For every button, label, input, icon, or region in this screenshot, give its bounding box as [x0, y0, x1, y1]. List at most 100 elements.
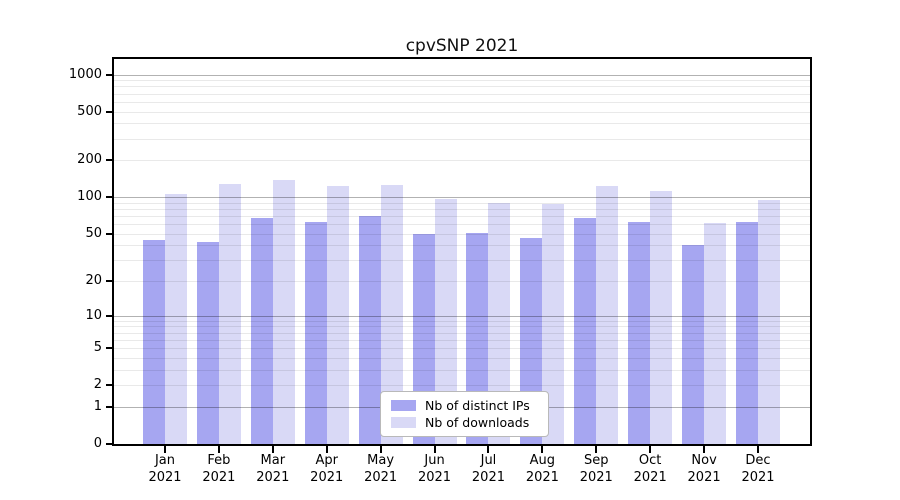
bar-downloads-may: [380, 185, 403, 444]
gridline-major: [114, 316, 810, 317]
bar-downloads-mar: [272, 180, 295, 444]
gridline-minor: [114, 370, 810, 371]
x-tick-label-jun: Jun 2021: [417, 453, 452, 485]
y-tick-mark: [106, 314, 114, 317]
x-tick-label-oct: Oct 2021: [633, 453, 667, 485]
y-tick-mark: [106, 405, 114, 408]
gridline-major: [114, 197, 810, 198]
gridline-minor: [114, 340, 810, 341]
x-tick-mark: [541, 446, 544, 453]
x-tick-mark: [271, 446, 274, 453]
legend-swatch-distinct-ips: [391, 399, 416, 411]
legend-label-distinct-ips: Nb of distinct IPs: [425, 397, 530, 413]
x-tick-label-apr: Apr 2021: [310, 453, 344, 485]
x-tick-label-may: May 2021: [364, 453, 398, 485]
gridline-minor: [114, 260, 810, 261]
y-tick-label-0: 0: [93, 436, 102, 451]
gridline-minor: [114, 385, 810, 386]
gridline-minor: [114, 358, 810, 359]
x-tick-mark: [379, 446, 382, 453]
plot-area: [114, 59, 810, 444]
gridline-minor: [114, 321, 810, 322]
y-tick-mark: [106, 443, 114, 445]
y-tick-label-100: 100: [77, 189, 102, 205]
bar-downloads-dec: [758, 199, 780, 444]
gridline-minor: [114, 123, 810, 124]
gridline-minor: [114, 281, 810, 282]
x-tick-mark: [164, 446, 166, 453]
gridline-minor: [114, 209, 810, 210]
x-tick-label-dec: Dec 2021: [741, 453, 775, 485]
y-tick-label-200: 200: [77, 152, 102, 168]
bar-distinct-ips-feb: [196, 241, 219, 444]
legend: Nb of distinct IPs Nb of downloads: [380, 391, 549, 437]
y-tick-label-50: 50: [85, 225, 102, 241]
y-tick-mark: [106, 110, 114, 113]
gridline-minor: [114, 203, 810, 204]
gridline-minor: [114, 326, 810, 327]
x-tick-mark: [217, 446, 220, 453]
legend-swatch-downloads: [391, 417, 416, 429]
x-tick-label-jul: Jul 2021: [471, 453, 505, 485]
bar-downloads-nov: [704, 223, 727, 444]
x-tick-mark: [487, 446, 490, 453]
bar-downloads-feb: [218, 184, 241, 444]
y-tick-label-500: 500: [77, 103, 102, 119]
x-tick-label-mar: Mar 2021: [256, 453, 290, 485]
bar-downloads-jun: [434, 199, 457, 444]
bar-downloads-apr: [326, 186, 349, 444]
bar-distinct-ips-oct: [628, 222, 651, 444]
gridline-major: [114, 75, 810, 76]
gridline-minor: [114, 112, 810, 113]
gridline-minor: [114, 160, 810, 161]
y-tick-mark: [106, 73, 114, 76]
bar-distinct-ips-sep: [574, 218, 597, 444]
x-tick-mark: [325, 446, 328, 453]
bar-downloads-sep: [596, 186, 619, 444]
x-tick-label-feb: Feb 2021: [202, 453, 236, 485]
gridline-minor: [114, 80, 810, 81]
gridline-minor: [114, 348, 810, 349]
y-tick-label-2: 2: [93, 377, 102, 393]
bar-downloads-jul: [488, 202, 511, 444]
x-tick-mark: [703, 446, 706, 453]
x-tick-mark: [433, 446, 436, 453]
legend-item-distinct-ips: Nb of distinct IPs: [391, 398, 542, 413]
x-tick-label-aug: Aug 2021: [525, 453, 559, 485]
y-tick-label-1000: 1000: [68, 66, 102, 82]
x-tick-mark: [649, 446, 652, 453]
bar-distinct-ips-apr: [304, 221, 327, 444]
bar-distinct-ips-mar: [250, 218, 273, 444]
legend-label-downloads: Nb of downloads: [425, 415, 530, 431]
y-tick-label-1: 1: [93, 398, 102, 414]
gridline-minor: [114, 224, 810, 225]
gridline-minor: [114, 333, 810, 334]
bar-distinct-ips-may: [358, 216, 381, 444]
y-tick-mark: [106, 280, 114, 283]
x-tick-label-nov: Nov 2021: [687, 453, 721, 485]
y-tick-mark: [106, 232, 114, 235]
gridline-minor: [114, 139, 810, 140]
y-tick-mark: [106, 384, 114, 387]
x-tick-label-sep: Sep 2021: [579, 453, 613, 485]
gridline-minor: [114, 216, 810, 217]
x-tick-mark: [757, 446, 759, 453]
gridline-minor: [114, 234, 810, 235]
bar-distinct-ips-nov: [682, 245, 705, 444]
y-tick-label-10: 10: [85, 307, 102, 323]
gridline-minor: [114, 86, 810, 87]
gridline-minor: [114, 245, 810, 246]
y-tick-mark: [106, 347, 114, 350]
legend-item-downloads: Nb of downloads: [391, 415, 542, 430]
bar-distinct-ips-jan: [143, 240, 165, 444]
x-tick-mark: [595, 446, 598, 453]
y-tick-label-5: 5: [93, 340, 102, 356]
x-tick-label-jan: Jan 2021: [148, 453, 182, 485]
gridline-minor: [114, 102, 810, 103]
bar-downloads-aug: [542, 203, 565, 444]
y-tick-mark: [106, 159, 114, 162]
chart-title: cpvSNP 2021: [405, 36, 519, 56]
y-tick-label-20: 20: [85, 273, 102, 289]
bar-downloads-jan: [165, 194, 187, 444]
